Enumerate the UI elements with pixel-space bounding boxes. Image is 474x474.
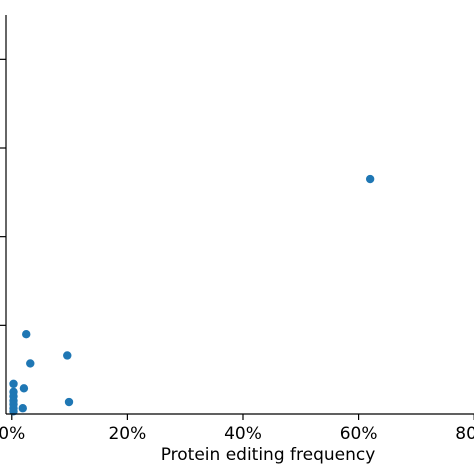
x-tick-label: 40% xyxy=(224,424,262,444)
x-tick-label: 20% xyxy=(108,424,146,444)
y-axis-ticks xyxy=(0,58,6,326)
data-point xyxy=(18,404,27,413)
x-tick-label: 60% xyxy=(340,424,378,444)
x-axis-title: Protein editing frequency xyxy=(161,445,376,465)
data-points xyxy=(9,174,375,416)
data-point xyxy=(19,384,29,393)
data-point xyxy=(63,351,72,360)
data-point xyxy=(9,379,18,389)
data-point xyxy=(26,359,35,368)
x-tick-label: 80% xyxy=(455,424,474,444)
x-axis-ticks: 0% 20% 40% 60% 80% xyxy=(0,414,474,444)
data-point xyxy=(365,174,375,184)
data-point xyxy=(22,330,31,339)
data-point xyxy=(64,397,74,407)
x-tick-label: 0% xyxy=(0,424,25,444)
